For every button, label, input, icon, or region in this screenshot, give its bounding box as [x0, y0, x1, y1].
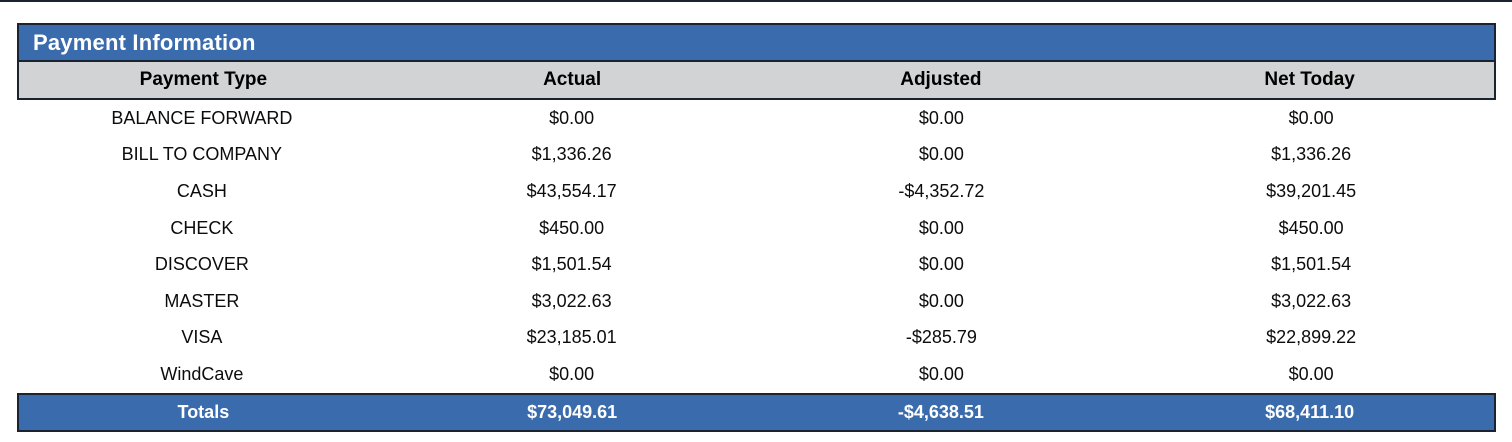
cell-adjusted: $0.00 [918, 107, 964, 128]
totals-actual: $73,049.61 [527, 401, 618, 422]
cell-actual: $0.00 [549, 107, 595, 128]
cell-net-today: $450.00 [1278, 217, 1344, 238]
cell-net-today: $0.00 [1288, 363, 1334, 384]
cell-actual: $43,554.17 [526, 180, 617, 201]
table-row: WindCave $0.00 $0.00 $0.00 [17, 356, 1496, 393]
cell-adjusted: -$285.79 [905, 327, 977, 348]
cell-actual: $1,336.26 [531, 144, 612, 165]
cell-payment-type: WindCave [160, 363, 244, 384]
table-header-row: Payment Type Actual Adjusted Net Today [17, 60, 1496, 100]
cell-net-today: $0.00 [1288, 107, 1334, 128]
column-header-adjusted: Adjusted [900, 69, 982, 90]
cell-payment-type: VISA [181, 327, 223, 348]
table-body: BALANCE FORWARD $0.00 $0.00 $0.00 BILL T… [17, 100, 1496, 393]
cell-payment-type: CHECK [170, 217, 234, 238]
cell-adjusted: $0.00 [918, 144, 964, 165]
cell-payment-type: BILL TO COMPANY [121, 144, 283, 165]
cell-actual: $0.00 [549, 363, 595, 384]
totals-net-today: $68,411.10 [1265, 401, 1355, 422]
payment-information-table: Payment Information Payment Type Actual … [17, 23, 1496, 432]
cell-payment-type: MASTER [164, 290, 240, 311]
cell-adjusted: $0.00 [918, 363, 964, 384]
column-header-net-today: Net Today [1264, 69, 1355, 90]
totals-row: Totals $73,049.61 -$4,638.51 $68,411.10 [17, 392, 1496, 432]
cell-net-today: $39,201.45 [1266, 180, 1357, 201]
column-header-payment-type: Payment Type [139, 69, 268, 90]
cell-net-today: $1,501.54 [1271, 254, 1352, 275]
cell-actual: $3,022.63 [531, 290, 612, 311]
table-row: DISCOVER $1,501.54 $0.00 $1,501.54 [17, 246, 1496, 283]
table-row: VISA $23,185.01 -$285.79 $22,899.22 [17, 320, 1496, 357]
cell-actual: $23,185.01 [526, 327, 617, 348]
cell-net-today: $22,899.22 [1266, 327, 1357, 348]
cell-adjusted: $0.00 [918, 254, 964, 275]
table-row: BALANCE FORWARD $0.00 $0.00 $0.00 [17, 100, 1496, 137]
cell-actual: $450.00 [539, 217, 605, 238]
column-header-actual: Actual [543, 69, 602, 90]
cell-net-today: $1,336.26 [1271, 144, 1352, 165]
table-row: CASH $43,554.17 -$4,352.72 $39,201.45 [17, 173, 1496, 210]
cell-adjusted: $0.00 [918, 290, 964, 311]
cell-payment-type: BALANCE FORWARD [111, 107, 293, 128]
panel-title-bar: Payment Information [17, 23, 1496, 60]
table-row: MASTER $3,022.63 $0.00 $3,022.63 [17, 283, 1496, 320]
cell-payment-type: CASH [176, 180, 227, 201]
table-row: BILL TO COMPANY $1,336.26 $0.00 $1,336.2… [17, 137, 1496, 174]
totals-adjusted: -$4,638.51 [897, 401, 984, 422]
panel-title: Payment Information [33, 29, 256, 55]
cell-actual: $1,501.54 [531, 254, 612, 275]
cell-payment-type: DISCOVER [154, 254, 249, 275]
table-row: CHECK $450.00 $0.00 $450.00 [17, 210, 1496, 247]
cell-adjusted: -$4,352.72 [898, 180, 985, 201]
top-divider [0, 0, 1512, 2]
cell-adjusted: $0.00 [918, 217, 964, 238]
cell-net-today: $3,022.63 [1271, 290, 1352, 311]
totals-label: Totals [177, 401, 230, 422]
